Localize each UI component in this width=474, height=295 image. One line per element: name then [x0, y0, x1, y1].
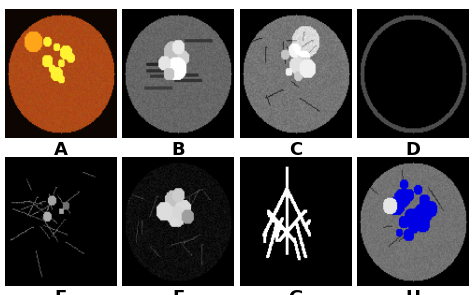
- X-axis label: B: B: [172, 141, 185, 159]
- X-axis label: H: H: [406, 289, 421, 295]
- X-axis label: G: G: [288, 289, 303, 295]
- X-axis label: D: D: [406, 141, 421, 159]
- X-axis label: A: A: [54, 141, 68, 159]
- X-axis label: C: C: [289, 141, 302, 159]
- X-axis label: E: E: [55, 289, 67, 295]
- X-axis label: F: F: [172, 289, 184, 295]
